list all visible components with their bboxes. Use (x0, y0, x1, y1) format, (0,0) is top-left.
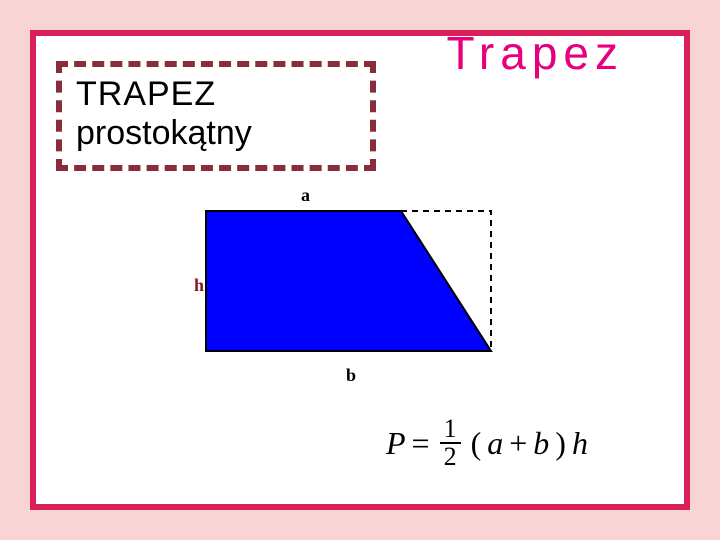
page-title: Trapez (447, 26, 624, 80)
formula-b: b (533, 425, 549, 462)
trapezoid-shape (206, 211, 491, 351)
label-b: b (346, 365, 356, 385)
diagram-svg: a h b (186, 181, 516, 396)
trapezoid-diagram: a h b (186, 181, 516, 396)
formula-plus: + (509, 425, 527, 462)
area-formula: P = 1 2 ( a + b ) h (386, 416, 588, 470)
formula-a: a (487, 425, 503, 462)
content-frame: Trapez TRAPEZ prostokątny a h b P = 1 2 … (30, 30, 690, 510)
formula-h: h (572, 425, 588, 462)
formula-den: 2 (440, 444, 461, 470)
label-h: h (194, 275, 204, 295)
formula-P: P (386, 425, 406, 462)
formula-lparen: ( (471, 425, 482, 462)
formula-eq: = (412, 425, 430, 462)
formula-rparen: ) (555, 425, 566, 462)
subtitle-line2: prostokątny (76, 114, 356, 153)
formula-num: 1 (440, 416, 461, 444)
subtitle-box: TRAPEZ prostokątny (56, 61, 376, 171)
label-a: a (301, 185, 310, 205)
formula-fraction: 1 2 (440, 416, 461, 470)
subtitle-line1: TRAPEZ (76, 75, 356, 114)
